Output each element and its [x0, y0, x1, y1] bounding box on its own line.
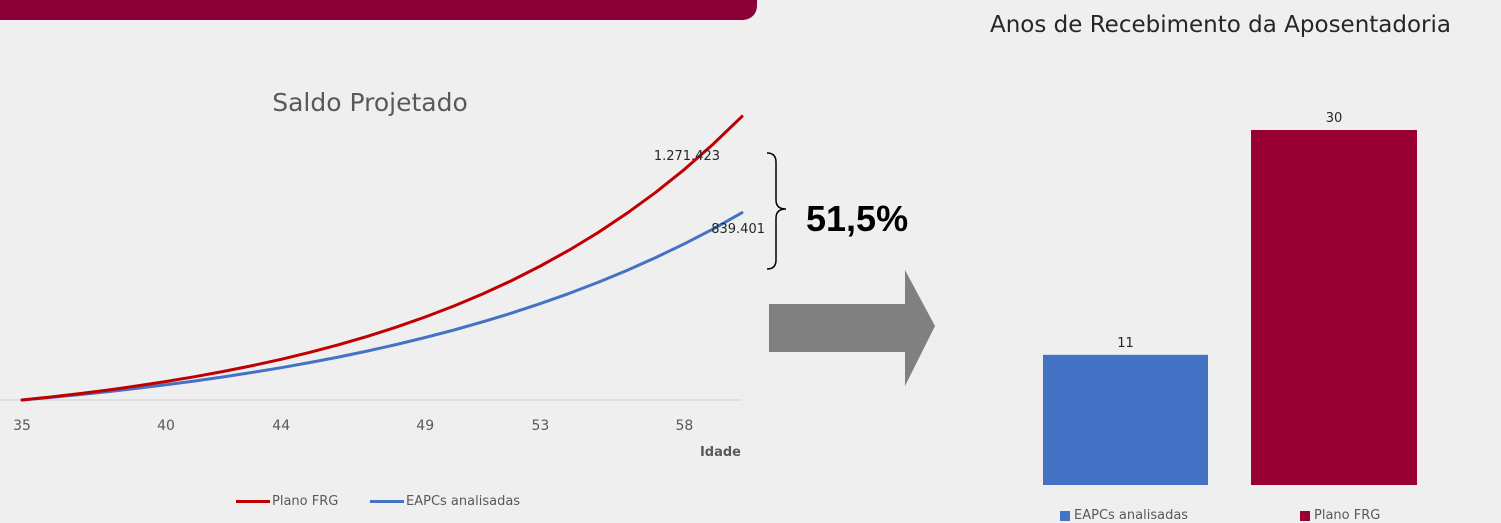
x-tick-label-2: 44 [272, 418, 290, 434]
x-axis-title: Idade [700, 445, 741, 460]
legend-swatch-blue [1060, 510, 1070, 521]
x-tick-label-0: 35 [13, 418, 31, 434]
x-tick-label-4: 53 [531, 418, 549, 434]
legend-line-blue [370, 500, 404, 503]
legend-line-red [236, 500, 270, 503]
bar-chart-title: Anos de Recebimento da Aposentadoria [990, 12, 1451, 38]
bar-legend-label-frg: Plano FRG [1314, 508, 1381, 523]
line-chart-title: Saldo Projetado [272, 88, 468, 117]
line-legend-item-frg: Plano FRG [236, 494, 338, 509]
right-arrow-shape [769, 270, 935, 386]
legend-swatch-red [1300, 510, 1310, 521]
difference-brace [766, 152, 787, 270]
bar-legend-label-eapc: EAPCs analisadas [1074, 508, 1189, 523]
series-line-eapc [20, 211, 744, 402]
x-tick-label-5: 58 [675, 418, 693, 434]
bar-value-label-eapc: 11 [1117, 336, 1134, 351]
bar-frg [1251, 130, 1417, 485]
line-legend-label-eapc: EAPCs analisadas [406, 494, 521, 509]
line-legend-item-eapc: EAPCs analisadas [370, 494, 520, 509]
top-banner [0, 0, 757, 20]
x-tick-label-1: 40 [157, 418, 175, 434]
data-label-frg: 1.271.423 [654, 149, 720, 164]
bar-value-label-frg: 30 [1326, 111, 1343, 126]
series-line-frg [20, 114, 744, 402]
percent-difference-label: 51,5% [806, 198, 909, 239]
bar-eapc [1043, 354, 1208, 485]
line-legend-label-frg: Plano FRG [272, 494, 339, 509]
data-label-eapc: 839.401 [711, 222, 765, 237]
bar-legend-item-eapc: EAPCs analisadas [1060, 508, 1188, 523]
x-tick-label-3: 49 [416, 418, 434, 434]
bar-legend-item-frg: Plano FRG [1300, 508, 1380, 523]
